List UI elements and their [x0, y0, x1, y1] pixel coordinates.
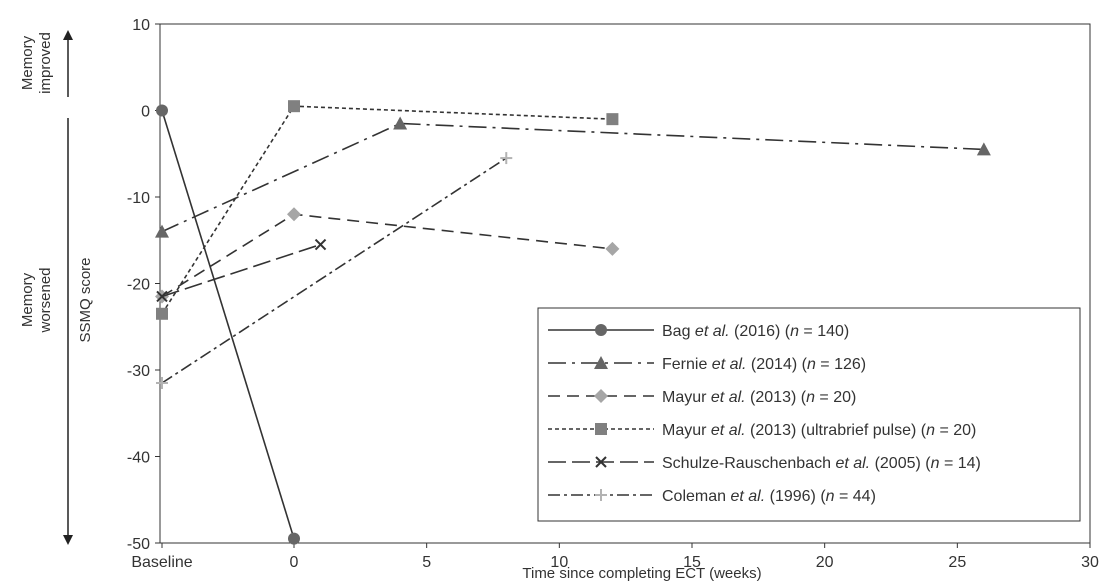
- series-2: [155, 116, 991, 238]
- y-tick-label: -40: [127, 450, 150, 467]
- legend-label: Mayur et al. (2013) (ultrabrief pulse) (…: [662, 422, 976, 439]
- legend-label: Fernie et al. (2014) (n = 126): [662, 356, 866, 373]
- series-3: [155, 207, 620, 304]
- x-tick-label: 15: [683, 554, 701, 571]
- up-arrow-head: [63, 30, 73, 40]
- data-point: [393, 116, 408, 130]
- legend-marker: [595, 423, 607, 435]
- annotation-worsened-line2: worsened: [37, 267, 54, 333]
- x-tick-label: 30: [1081, 554, 1099, 571]
- y-tick-label: -10: [127, 190, 150, 207]
- x-tick-label: 10: [550, 554, 568, 571]
- legend-item: Mayur et al. (2013) (ultrabrief pulse) (…: [548, 422, 976, 439]
- legend-marker: [595, 489, 607, 501]
- x-tick-label: 0: [290, 554, 299, 571]
- data-point: [500, 152, 513, 165]
- legend-marker: [594, 356, 608, 369]
- data-point: [156, 290, 168, 303]
- data-point: [606, 113, 619, 126]
- y-axis-label: SSMQ score: [77, 257, 94, 342]
- data-point: [976, 142, 991, 156]
- data-point: [288, 532, 300, 545]
- legend-label: Bag et al. (2016) (n = 140): [662, 323, 849, 340]
- legend-marker: [595, 324, 607, 336]
- series-line: [161, 157, 507, 384]
- series-5: [156, 238, 327, 303]
- series-line: [161, 243, 321, 298]
- series-layer: [155, 100, 991, 545]
- data-point: [287, 207, 301, 222]
- y-tick-label: 0: [141, 104, 150, 121]
- data-point: [288, 100, 300, 113]
- annotation-improved-line2: improved: [37, 32, 54, 94]
- legend-label: Mayur et al. (2013) (n = 20): [662, 389, 856, 406]
- data-point: [156, 376, 168, 389]
- data-point: [156, 104, 168, 117]
- legend-label: Coleman et al. (1996) (n = 44): [662, 488, 876, 505]
- x-tick-label: 5: [422, 554, 431, 571]
- data-point: [156, 307, 168, 320]
- series-line: [161, 110, 295, 539]
- x-axis-label: Time since completing ECT (weeks): [522, 565, 761, 582]
- legend-item: Schulze-Rauschenbach et al. (2005) (n = …: [548, 455, 981, 472]
- legend-item: Coleman et al. (1996) (n = 44): [548, 488, 876, 505]
- legend: Bag et al. (2016) (n = 140) Fernie et al.…: [537, 307, 1081, 522]
- legend-item: Mayur et al. (2013) (n = 20): [548, 389, 856, 406]
- y-tick-label: -50: [127, 536, 150, 553]
- x-tick-label: 20: [816, 554, 834, 571]
- series-4: [156, 100, 619, 320]
- down-arrow-head: [63, 535, 73, 545]
- legend-item: Bag et al. (2016) (n = 140): [548, 323, 849, 340]
- x-tick-label: Baseline: [131, 554, 192, 571]
- y-tick-label: -30: [127, 363, 150, 380]
- annotation-worsened-line1: Memory: [19, 272, 36, 327]
- legend-item: Fernie et al. (2014) (n = 126): [548, 356, 866, 373]
- series-line: [161, 122, 984, 233]
- annotation-improved-line1: Memory: [19, 35, 36, 90]
- series-line: [161, 213, 613, 298]
- data-point: [155, 224, 169, 238]
- y-tick-label: 10: [132, 17, 150, 34]
- legend-box: [537, 307, 1081, 522]
- series-6: [156, 152, 513, 389]
- series-1: [156, 104, 300, 545]
- legend-marker: [595, 456, 607, 468]
- data-point: [314, 238, 327, 251]
- legend-marker: [594, 389, 608, 403]
- data-point: [605, 241, 620, 256]
- legend-label: Schulze-Rauschenbach et al. (2005) (n = …: [662, 455, 981, 472]
- series-line: [161, 105, 613, 315]
- y-tick-label: -20: [127, 277, 150, 294]
- x-tick-label: 25: [948, 554, 966, 571]
